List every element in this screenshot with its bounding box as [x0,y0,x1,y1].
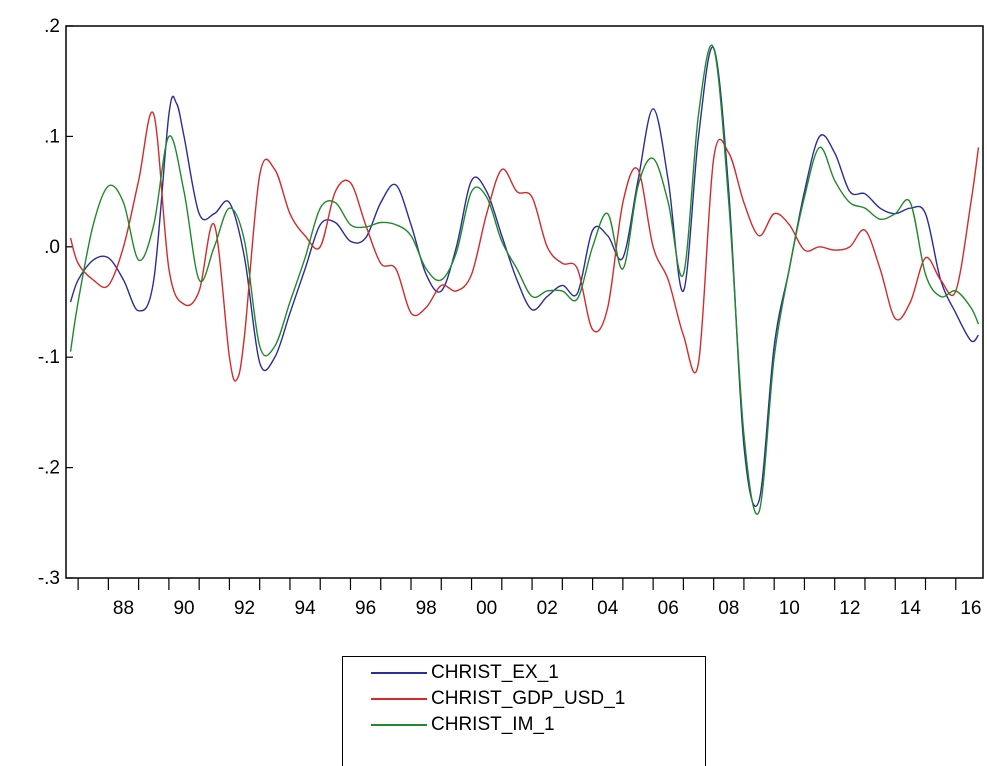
x-tick-label: 10 [779,598,800,619]
y-tick-label: -.1 [38,347,60,368]
legend-label-ex: CHRIST_EX_1 [431,662,559,683]
legend-item-ex: CHRIST_EX_1 [343,661,705,685]
series-line-im [69,44,980,515]
series-line-gdp [69,111,980,382]
x-tick-label: 96 [355,598,376,619]
x-tick-label: 08 [718,598,739,619]
x-tick-label: 16 [960,598,981,619]
x-tick-label: 88 [113,598,134,619]
x-tick-label: 92 [234,598,255,619]
legend-item-im: CHRIST_IM_1 [343,713,705,737]
legend-label-im: CHRIST_IM_1 [431,714,555,735]
y-axis: .2 .1 .0 -.1 -.2 -.3 [38,16,73,589]
x-tick-label: 98 [416,598,437,619]
y-tick-label: .2 [44,16,60,37]
x-tick-label: 02 [537,598,558,619]
plot-frame [65,25,984,579]
legend-item-gdp: CHRIST_GDP_USD_1 [343,687,705,711]
y-tick-label: .1 [44,126,60,147]
x-tick-label: 00 [476,598,497,619]
x-tick-label: 90 [173,598,194,619]
y-tick-label: -.3 [38,568,60,589]
line-chart: .2 .1 .0 -.1 -.2 -.3 88 90 92 94 96 98 00 02 04 06 08 10… [38,16,984,619]
x-tick-label: 06 [658,598,679,619]
series-lines [69,44,980,515]
legend: CHRIST_EX_1 CHRIST_GDP_USD_1 CHRIST_IM_1 [342,656,706,766]
legend-swatch-gdp [371,698,427,700]
x-tick-label: 04 [597,598,619,619]
x-tick-label: 14 [900,598,922,619]
legend-swatch-im [371,724,427,726]
y-tick-label: -.2 [38,458,60,479]
x-axis: 88 90 92 94 96 98 00 02 04 06 08 10 12 14 16 [77,578,981,619]
y-tick-label: .0 [44,237,60,258]
legend-label-gdp: CHRIST_GDP_USD_1 [431,688,626,709]
x-tick-label: 94 [295,598,317,619]
x-tick-label: 12 [839,598,860,619]
legend-swatch-ex [371,672,427,674]
series-line-ex [69,46,979,507]
